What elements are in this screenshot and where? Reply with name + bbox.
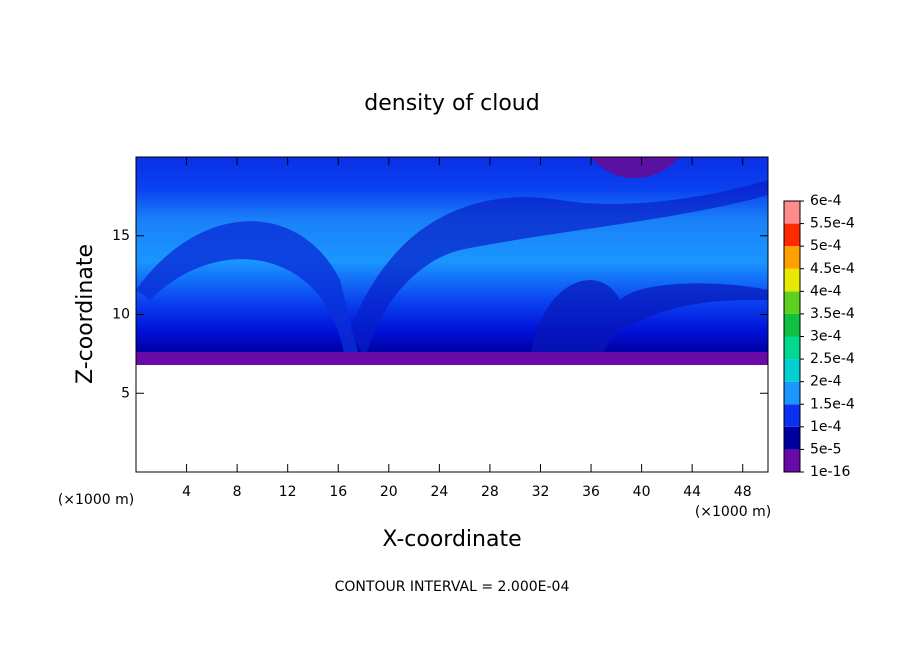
x-axis-label: X-coordinate	[382, 527, 521, 552]
colorbar-band	[784, 381, 800, 405]
colorbar-label: 4.5e-4	[810, 261, 855, 277]
colorbar-band	[784, 404, 800, 427]
cloud-base	[136, 352, 768, 365]
field	[136, 157, 768, 365]
plume	[530, 280, 768, 360]
y-axis-label: Z-coordinate	[73, 244, 98, 384]
colorbar-band	[784, 336, 800, 360]
colorbar-label: 4e-4	[810, 283, 842, 299]
x-tick-label: 4	[182, 484, 191, 500]
colorbar-label: 2.5e-4	[810, 351, 855, 367]
colorbar-band	[784, 201, 800, 224]
colorbar-band	[784, 268, 800, 292]
x-tick-label: 48	[734, 484, 752, 500]
colorbar-label: 5e-4	[810, 238, 842, 254]
colorbar-band	[784, 313, 800, 337]
colorbar-label: 5.5e-4	[810, 216, 855, 232]
colorbar-label: 3.5e-4	[810, 306, 855, 322]
colorbar-label: 1e-16	[810, 464, 850, 480]
contour-interval: CONTOUR INTERVAL = 2.000E-04	[335, 579, 570, 595]
x-tick-label: 24	[430, 484, 448, 500]
y-tick-label: 10	[112, 307, 130, 323]
y-tick-label: 5	[121, 385, 130, 401]
chart-title: density of cloud	[364, 91, 539, 116]
x-tick-label: 8	[233, 484, 242, 500]
cloud-layer	[136, 157, 768, 365]
x-tick-label: 36	[582, 484, 600, 500]
colorbar-label: 1.5e-4	[810, 396, 855, 412]
colorbar-band	[784, 223, 800, 247]
x-unit: (×1000 m)	[695, 504, 771, 520]
x-tick-label: 32	[532, 484, 550, 500]
y-tick-label: 15	[112, 228, 130, 244]
colorbar-label: 2e-4	[810, 374, 842, 390]
colorbar-band	[784, 246, 800, 269]
x-tick-label: 40	[633, 484, 651, 500]
plume	[350, 180, 768, 360]
plume	[590, 157, 680, 179]
y-unit: (×1000 m)	[58, 492, 134, 508]
x-tick-label: 28	[481, 484, 499, 500]
colorbar-band	[784, 359, 800, 382]
colorbar-label: 1e-4	[810, 419, 842, 435]
colorbar-label: 6e-4	[810, 193, 842, 209]
x-tick-label: 12	[279, 484, 297, 500]
colorbar-label: 3e-4	[810, 329, 842, 345]
x-tick-label: 20	[380, 484, 398, 500]
colorbar-band	[784, 449, 800, 472]
plume	[136, 221, 360, 360]
x-tick-label: 44	[683, 484, 701, 500]
colorbar-label: 5e-5	[810, 441, 841, 457]
x-tick-label: 16	[329, 484, 347, 500]
colorbar-band	[784, 291, 800, 314]
colorbar-band	[784, 426, 800, 450]
